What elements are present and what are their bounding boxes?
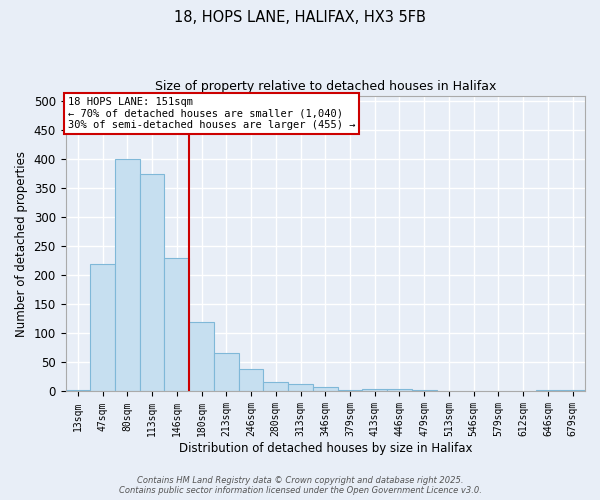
Bar bbox=[189, 322, 214, 392]
Bar bbox=[288, 384, 313, 392]
Title: Size of property relative to detached houses in Halifax: Size of property relative to detached ho… bbox=[155, 80, 496, 93]
Bar bbox=[461, 391, 486, 392]
Bar bbox=[214, 352, 239, 392]
Bar bbox=[486, 391, 511, 392]
Bar bbox=[65, 390, 90, 392]
Y-axis label: Number of detached properties: Number of detached properties bbox=[15, 150, 28, 336]
Bar bbox=[263, 382, 288, 392]
Bar bbox=[239, 370, 263, 392]
Bar bbox=[115, 160, 140, 392]
Bar bbox=[90, 264, 115, 392]
X-axis label: Distribution of detached houses by size in Halifax: Distribution of detached houses by size … bbox=[179, 442, 472, 455]
Bar bbox=[313, 388, 338, 392]
Text: Contains HM Land Registry data © Crown copyright and database right 2025.
Contai: Contains HM Land Registry data © Crown c… bbox=[119, 476, 481, 495]
Bar bbox=[338, 390, 362, 392]
Bar bbox=[387, 388, 412, 392]
Text: 18 HOPS LANE: 151sqm
← 70% of detached houses are smaller (1,040)
30% of semi-de: 18 HOPS LANE: 151sqm ← 70% of detached h… bbox=[68, 97, 356, 130]
Bar bbox=[536, 390, 560, 392]
Text: 18, HOPS LANE, HALIFAX, HX3 5FB: 18, HOPS LANE, HALIFAX, HX3 5FB bbox=[174, 10, 426, 25]
Bar bbox=[560, 390, 585, 392]
Bar bbox=[164, 258, 189, 392]
Bar bbox=[437, 391, 461, 392]
Bar bbox=[362, 388, 387, 392]
Bar bbox=[412, 390, 437, 392]
Bar bbox=[140, 174, 164, 392]
